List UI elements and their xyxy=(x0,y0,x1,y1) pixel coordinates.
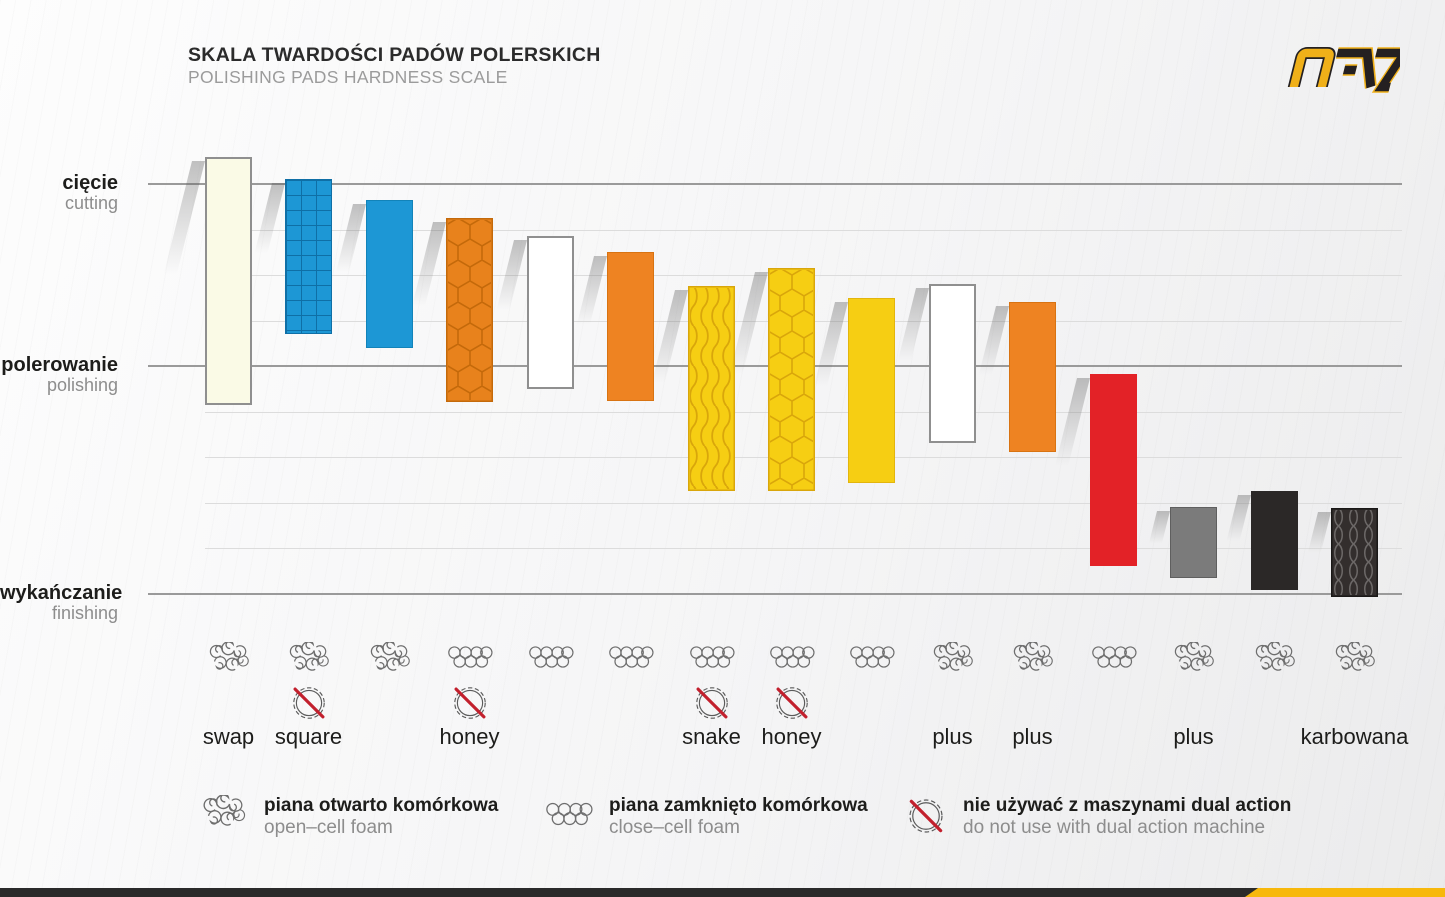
no-dual-action-icon xyxy=(905,795,947,837)
pad-bar-plus xyxy=(1009,302,1056,453)
brand-logo xyxy=(1280,38,1415,101)
pad-label-karbowana: karbowana xyxy=(1300,724,1409,749)
page-subtitle: POLISHING PADS HARDNESS SCALE xyxy=(188,67,508,87)
pad-bar-col6 xyxy=(607,252,654,402)
gridline-minor xyxy=(205,502,1402,504)
axis-level-label-en: cutting xyxy=(64,193,118,213)
axis-level-label-en: polishing xyxy=(46,375,118,395)
close-cell-foam-icon xyxy=(849,642,895,672)
gridline-minor xyxy=(205,548,1402,549)
open-cell-foam-icon xyxy=(1171,642,1217,672)
gridline-major xyxy=(148,183,1402,185)
open-cell-foam-icon xyxy=(1332,642,1378,672)
close-cell-foam-icon xyxy=(447,642,493,672)
legend-label-pl: nie używać z maszynami dual action xyxy=(963,795,1292,816)
pad-shadow xyxy=(810,301,848,399)
pad-bar-square xyxy=(285,179,332,335)
pad-label-snake: snake xyxy=(682,724,741,749)
open-cell-foam-icon xyxy=(206,642,252,672)
axis-level-polishing: polerowanie polishing xyxy=(0,355,118,395)
close-cell-foam-icon xyxy=(1091,642,1137,672)
pad-bar-snake xyxy=(688,286,735,492)
pad-shadow xyxy=(333,203,366,281)
no-dual-action-icon xyxy=(289,683,329,723)
legend-label-pl: piana otwarto komórkowa xyxy=(264,795,499,816)
axis-level-finishing: wykańczanie finishing xyxy=(0,581,123,623)
no-dual-action-icon xyxy=(772,683,812,723)
nac-logo-icon xyxy=(1287,47,1415,93)
open-cell-foam-icon xyxy=(200,795,248,827)
pad-label-swap: swap xyxy=(202,724,255,749)
axis-level-label-pl: cięcie xyxy=(62,172,118,194)
pad-shadow xyxy=(648,290,688,397)
page-title: SKALA TWARDOŚCI PADÓW POLERSKICH xyxy=(188,44,601,66)
pad-bar-col12 xyxy=(1090,374,1137,567)
close-cell-foam-icon xyxy=(545,801,593,827)
pad-bar-plus xyxy=(1170,507,1217,578)
open-cell-foam-icon xyxy=(1010,642,1056,672)
pad-bar-plus xyxy=(929,284,976,444)
close-cell-foam-icon xyxy=(689,642,735,672)
axis-level-cutting: cięcie cutting xyxy=(0,173,118,213)
pad-bar-karbowana xyxy=(1331,507,1378,597)
pad-shadow xyxy=(1306,511,1331,559)
axis-level-label-pl: wykańczanie xyxy=(0,581,123,604)
pad-shadow xyxy=(251,183,285,264)
axis-level-label-en: finishing xyxy=(51,602,118,623)
pad-label-plus: plus xyxy=(1173,724,1214,749)
pad-shadow xyxy=(895,288,929,371)
open-cell-foam-icon xyxy=(1252,642,1298,672)
legend-item-close-cell: piana zamknięto komórkowa close–cell foa… xyxy=(545,795,868,839)
axis-level-label-pl: polerowanie xyxy=(1,354,118,376)
pad-shadow xyxy=(1052,378,1090,479)
pad-label-plus: plus xyxy=(1012,724,1053,749)
legend-label-en: open–cell foam xyxy=(264,816,393,838)
pad-shadow xyxy=(409,222,446,318)
legend-item-open-cell: piana otwarto komórkowa open–cell foam xyxy=(200,795,498,839)
open-cell-foam-icon xyxy=(367,642,413,672)
pad-bar-col9 xyxy=(848,297,895,483)
open-cell-foam-icon xyxy=(930,642,976,672)
pad-bar-honey xyxy=(446,218,493,403)
no-dual-action-icon xyxy=(450,683,490,723)
no-dual-action-icon xyxy=(692,683,732,723)
gridline-minor xyxy=(205,229,1402,231)
pad-bar-swap xyxy=(205,156,252,405)
pad-label-honey: honey xyxy=(761,724,822,749)
footer-yellow-segment xyxy=(1245,888,1445,897)
legend-item-no-dual-action: nie używać z maszynami dual action do no… xyxy=(905,795,1291,839)
legend-label-en: close–cell foam xyxy=(609,816,740,838)
title-block: SKALA TWARDOŚCI PADÓW POLERSKICH POLISHI… xyxy=(188,44,601,88)
pad-shadow xyxy=(574,256,607,334)
open-cell-foam-icon xyxy=(286,642,332,672)
close-cell-foam-icon xyxy=(528,642,574,672)
pad-bar-col14 xyxy=(1251,491,1298,591)
pad-bar-col5 xyxy=(527,236,574,389)
pad-shadow xyxy=(494,240,527,320)
pad-bar-col3 xyxy=(366,199,413,348)
close-cell-foam-icon xyxy=(769,642,815,672)
pad-label-plus: plus xyxy=(932,724,973,749)
pad-bar-honey xyxy=(768,268,815,492)
legend-label-en: do not use with dual action machine xyxy=(963,816,1266,838)
pad-shadow xyxy=(1147,511,1170,548)
legend-label-pl: piana zamknięto komórkowa xyxy=(609,795,868,816)
pad-shadow xyxy=(976,306,1009,385)
pad-label-honey: honey xyxy=(439,724,500,749)
close-cell-foam-icon xyxy=(608,642,654,672)
gridline-major xyxy=(148,592,1402,595)
pad-shadow xyxy=(159,160,205,290)
footer-accent-bar xyxy=(0,888,1445,897)
pad-label-square: square xyxy=(274,724,343,749)
